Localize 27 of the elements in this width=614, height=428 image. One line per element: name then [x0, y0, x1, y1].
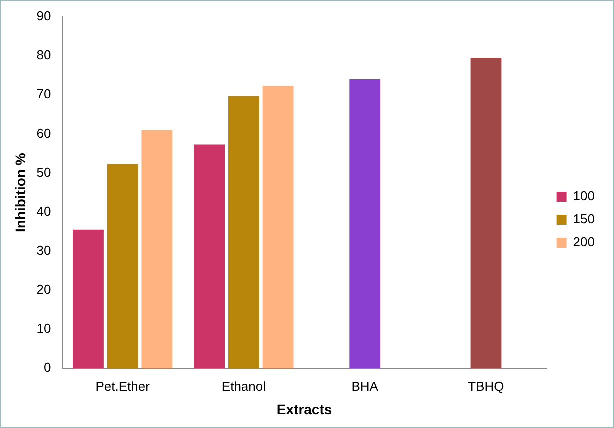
- y-tick-label: 60: [36, 126, 52, 141]
- x-tick-label: BHA: [352, 378, 379, 394]
- x-tick-label: Ethanol: [222, 378, 266, 394]
- x-tick-label: Pet.Ether: [96, 378, 151, 394]
- y-tick-label: 30: [36, 242, 52, 258]
- legend-label: 100: [573, 188, 596, 204]
- y-tick-label: 40: [36, 204, 52, 219]
- y-tick-label: 80: [36, 48, 52, 63]
- y-tick-label: 90: [36, 8, 52, 24]
- bar: [470, 58, 502, 369]
- y-tick-label: 70: [36, 86, 52, 102]
- bar: [142, 130, 173, 369]
- x-tick-label: TBHQ: [468, 378, 504, 394]
- y-axis-title: Inhibition %: [12, 152, 28, 232]
- bar: [350, 80, 381, 369]
- y-tick-label: 20: [36, 282, 52, 298]
- legend-label: 150: [573, 212, 596, 227]
- x-axis-title: Extracts: [276, 401, 332, 418]
- bar: [107, 164, 138, 369]
- bar: [228, 96, 260, 369]
- y-tick-label: 0: [44, 360, 52, 376]
- legend-label: 200: [573, 234, 596, 250]
- bar: [194, 144, 226, 369]
- y-tick-label: 10: [36, 321, 52, 336]
- bar: [262, 86, 294, 369]
- y-tick-label: 50: [36, 164, 52, 180]
- bar: [73, 230, 104, 369]
